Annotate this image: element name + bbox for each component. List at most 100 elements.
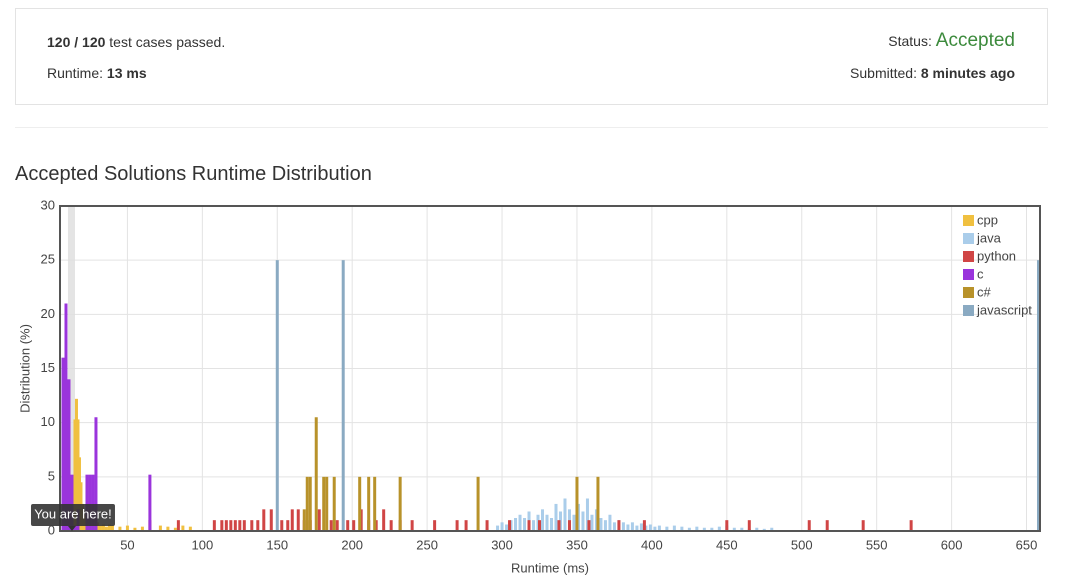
submitted-value: 8 minutes ago xyxy=(920,65,1015,81)
bar xyxy=(125,525,129,531)
bar xyxy=(346,520,350,531)
legend-swatch xyxy=(963,269,974,280)
tooltip-box xyxy=(30,504,115,526)
bar xyxy=(98,525,102,531)
y-tick-label: 5 xyxy=(48,468,55,483)
y-tick-label: 15 xyxy=(41,360,55,375)
bar xyxy=(523,518,527,531)
bar xyxy=(485,520,489,531)
status-line: Status: Accepted xyxy=(888,30,1015,52)
bar xyxy=(262,509,266,531)
bar xyxy=(220,520,224,531)
bar xyxy=(242,520,246,531)
legend-swatch xyxy=(963,305,974,316)
bar xyxy=(314,417,318,531)
submitted-line: Submitted: 8 minutes ago xyxy=(850,65,1015,81)
bar xyxy=(302,509,306,531)
bar xyxy=(94,417,98,531)
bar xyxy=(653,526,657,531)
bar xyxy=(567,520,571,531)
bar xyxy=(680,526,684,531)
bar xyxy=(181,525,185,531)
bar xyxy=(290,509,294,531)
tooltip-text: You are here! xyxy=(34,506,112,521)
bar xyxy=(617,520,621,531)
bar xyxy=(329,520,333,531)
bar xyxy=(173,527,177,531)
bar xyxy=(585,498,589,531)
bar xyxy=(67,379,71,531)
bar xyxy=(233,520,237,531)
submitted-label: Submitted: xyxy=(850,65,917,81)
bar xyxy=(269,509,273,531)
bar xyxy=(740,527,744,531)
bar xyxy=(455,520,459,531)
bar xyxy=(476,476,480,531)
x-tick-label: 350 xyxy=(566,537,588,552)
bar xyxy=(665,526,669,531)
bar xyxy=(325,476,329,531)
bar xyxy=(398,476,402,531)
bar xyxy=(250,520,254,531)
bar xyxy=(212,520,216,531)
bar xyxy=(305,476,309,531)
bar xyxy=(603,520,607,531)
x-tick-label: 50 xyxy=(120,537,134,552)
bar xyxy=(505,524,509,531)
passed-line: 120 / 120 test cases passed. xyxy=(47,34,225,50)
bar xyxy=(825,520,829,531)
bar xyxy=(639,523,643,531)
bar xyxy=(433,520,437,531)
bar xyxy=(807,520,811,531)
bar xyxy=(464,520,468,531)
bar xyxy=(382,509,386,531)
bar xyxy=(373,476,377,531)
bar xyxy=(118,526,122,531)
bar xyxy=(626,524,630,531)
bar xyxy=(176,520,180,531)
bar xyxy=(545,514,549,531)
bar xyxy=(657,525,661,531)
x-tick-label: 250 xyxy=(416,537,438,552)
bar xyxy=(322,476,326,531)
x-tick-label: 100 xyxy=(192,537,214,552)
bar xyxy=(538,520,542,531)
bar xyxy=(500,522,504,531)
x-tick-label: 550 xyxy=(866,537,888,552)
bar xyxy=(575,476,579,531)
bar xyxy=(256,520,260,531)
y-tick-label: 20 xyxy=(41,306,55,321)
legend-swatch xyxy=(963,287,974,298)
bar xyxy=(166,526,170,531)
bar xyxy=(909,520,913,531)
bar xyxy=(61,357,65,531)
tooltip-arrow xyxy=(67,526,76,531)
bar xyxy=(755,527,759,531)
divider xyxy=(15,127,1048,128)
x-axis-label: Runtime (ms) xyxy=(511,560,589,575)
bar xyxy=(133,527,137,531)
bar xyxy=(496,525,500,531)
bar xyxy=(358,476,362,531)
legend-label: python xyxy=(977,248,1016,263)
bar xyxy=(672,525,676,531)
bar xyxy=(101,524,105,531)
legend-label: cpp xyxy=(977,212,998,227)
bar xyxy=(590,514,594,531)
bar xyxy=(687,527,691,531)
x-tick-label: 300 xyxy=(491,537,513,552)
status-label: Status: xyxy=(888,33,932,49)
chart-title: Accepted Solutions Runtime Distribution xyxy=(15,163,372,185)
bar xyxy=(596,476,600,531)
bar xyxy=(572,514,576,531)
x-tick-label: 500 xyxy=(791,537,813,552)
bar xyxy=(110,525,114,531)
bar xyxy=(702,527,706,531)
result-box: 120 / 120 test cases passed. Runtime: 13… xyxy=(15,8,1048,105)
bar xyxy=(335,520,339,531)
legend-swatch xyxy=(963,233,974,244)
passed-count: 120 / 120 xyxy=(47,34,106,50)
bar xyxy=(630,522,634,531)
y-tick-label: 25 xyxy=(41,252,55,267)
